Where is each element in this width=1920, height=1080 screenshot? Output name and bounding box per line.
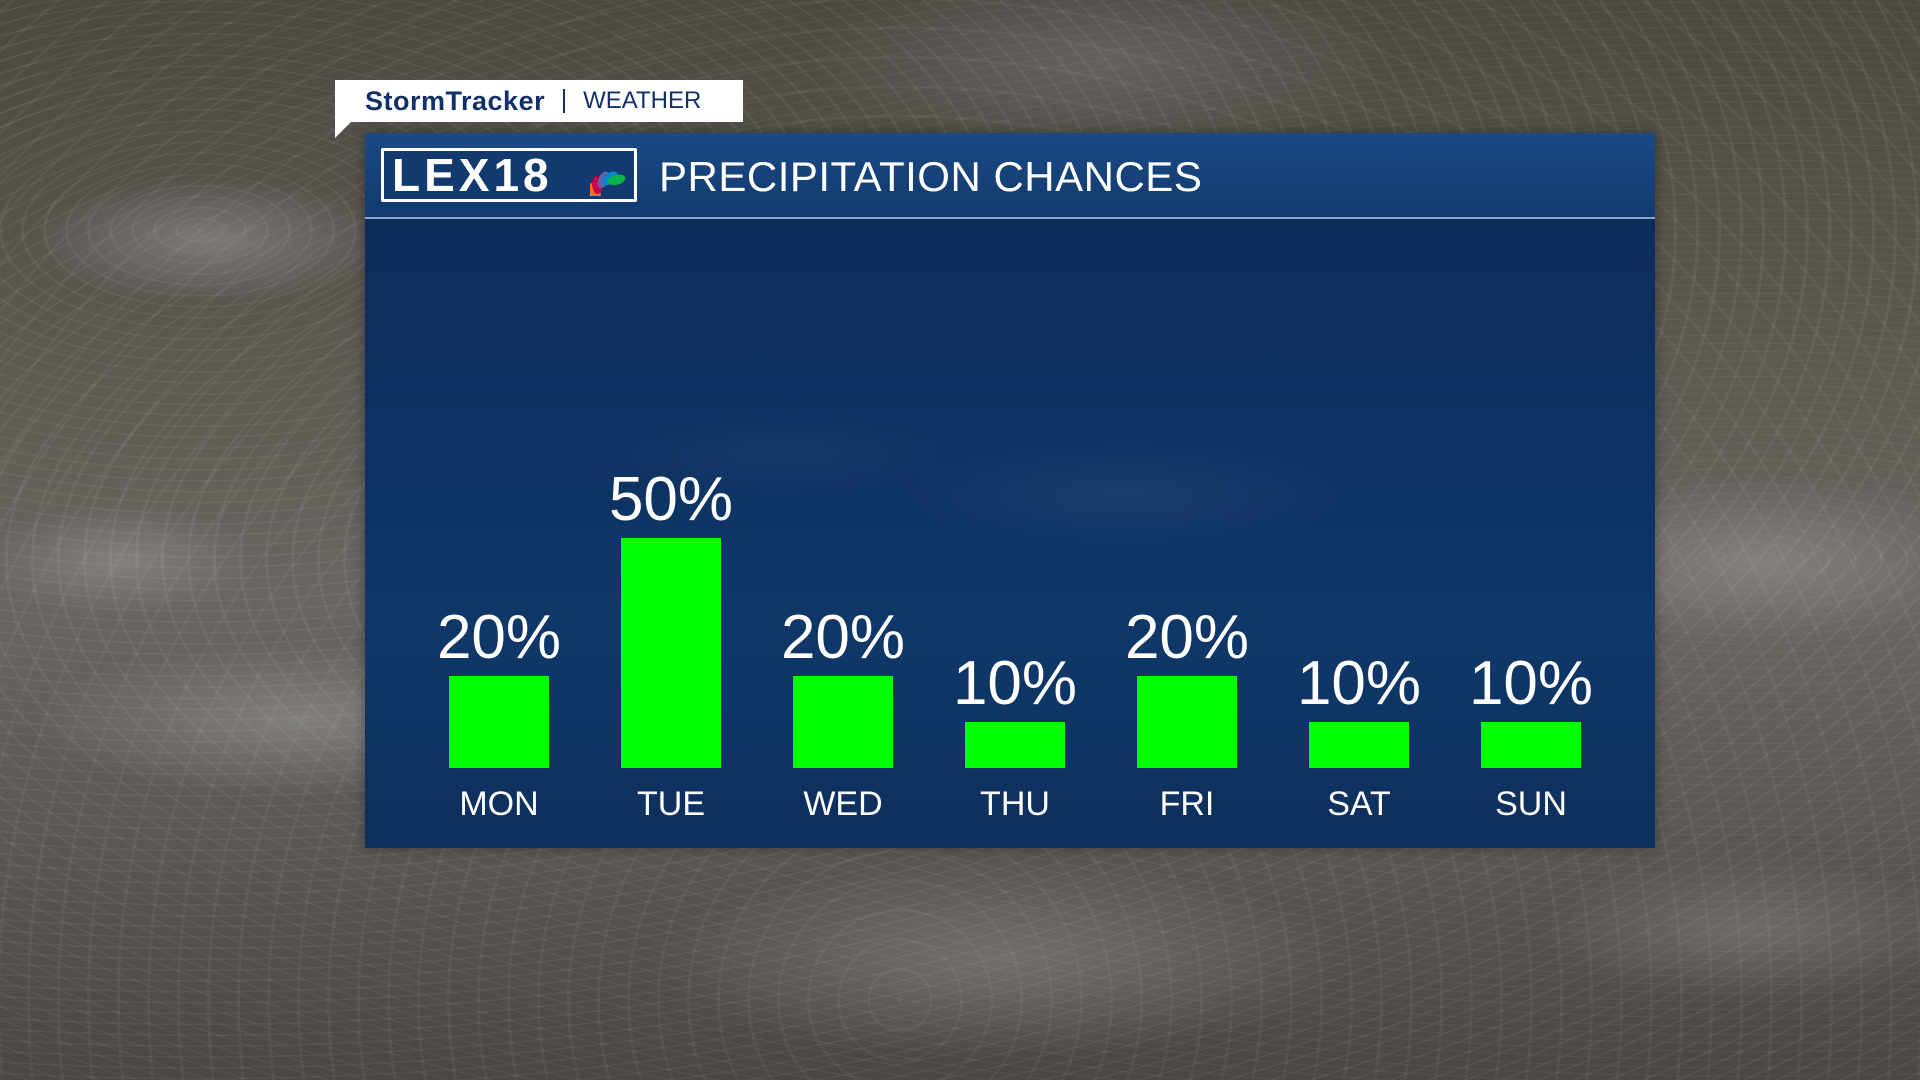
bar-mon: [449, 676, 549, 768]
stormtracker-brand: StormTracker: [365, 85, 546, 116]
value-label-wed: 20%: [781, 603, 905, 672]
weather-label: WEATHER: [583, 87, 702, 114]
chart-title: PRECIPITATION CHANCES: [659, 153, 1203, 200]
day-label-tue: TUE: [637, 785, 705, 823]
value-label-fri: 20%: [1125, 603, 1249, 672]
panel-header: LEX18 PRECIPITATION CHANCES: [365, 133, 1655, 219]
value-label-mon: 20%: [437, 603, 561, 672]
bar-thu: [965, 722, 1065, 768]
value-label-tue: 50%: [609, 465, 733, 534]
bar-tue: [621, 538, 721, 768]
stormtracker-weather-tag: StormTracker WEATHER: [335, 80, 743, 138]
lex18-logo: LEX18: [381, 148, 637, 202]
value-label-sat: 10%: [1297, 649, 1421, 718]
day-label-wed: WED: [803, 785, 882, 823]
precipitation-panel: LEX18 PRECIPITATION CHANCES 20% MON 50% TUE…: [365, 133, 1655, 848]
day-label-thu: THU: [980, 785, 1050, 823]
bar-sun: [1481, 722, 1581, 768]
day-label-mon: MON: [459, 785, 538, 823]
day-label-sun: SUN: [1495, 785, 1567, 823]
value-label-sun: 10%: [1469, 649, 1593, 718]
bar-sat: [1309, 722, 1409, 768]
bar-fri: [1137, 676, 1237, 768]
day-label-fri: FRI: [1160, 785, 1215, 823]
value-label-thu: 10%: [953, 649, 1077, 718]
day-label-sat: SAT: [1327, 785, 1391, 823]
peacock-icon: [590, 171, 626, 196]
precipitation-bar-chart: 20% MON 50% TUE 20% WED 10% THU 20% FRI 10% SAT 10% S…: [437, 465, 1593, 823]
tag-divider: [563, 89, 566, 113]
lex18-logo-text: LEX18: [392, 149, 553, 201]
bar-wed: [793, 676, 893, 768]
